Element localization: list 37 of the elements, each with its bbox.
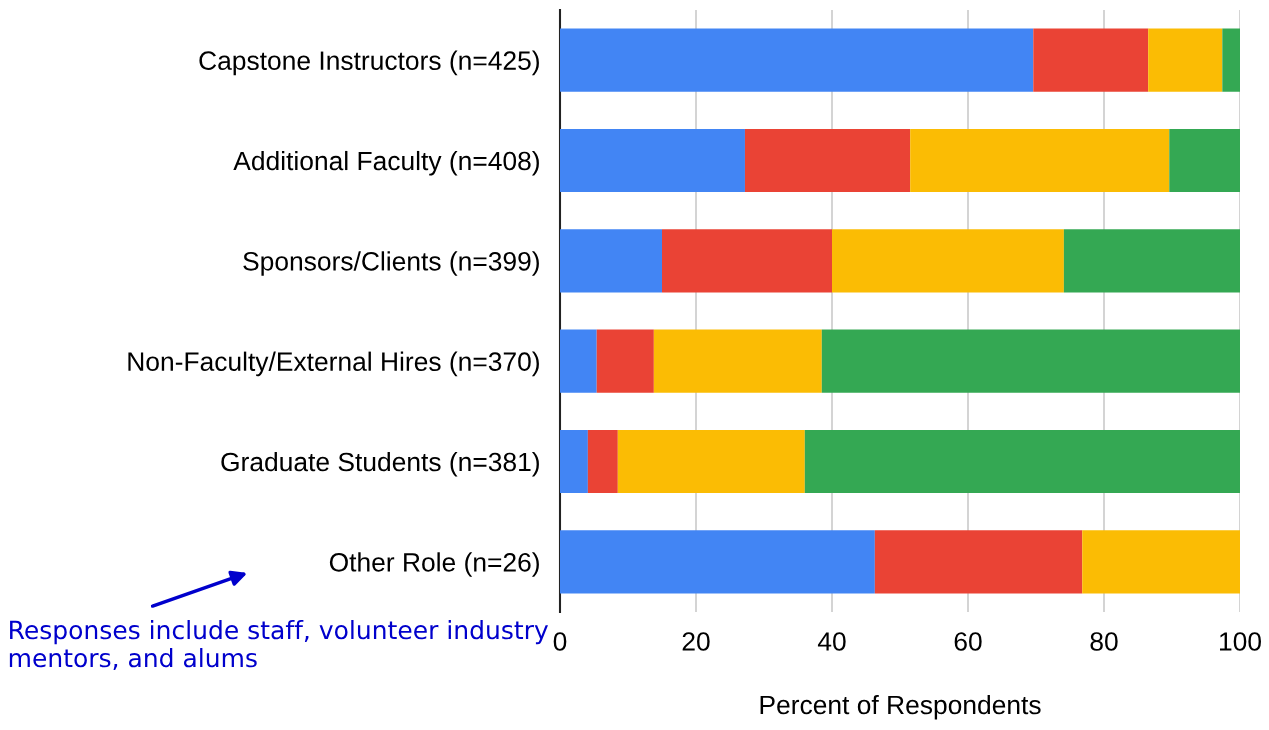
bar (910, 128, 1170, 193)
bar (1222, 28, 1240, 92)
bar (617, 429, 805, 494)
bar (560, 329, 597, 393)
bar (560, 28, 1034, 92)
x-tick-label: 20 (682, 632, 710, 651)
bar (874, 530, 1083, 594)
bar (587, 429, 618, 494)
bar (560, 128, 745, 193)
bar (804, 429, 1240, 494)
bar (596, 329, 654, 393)
bar (744, 128, 911, 193)
bar (662, 229, 832, 293)
bar (560, 229, 662, 293)
bar (653, 329, 822, 393)
x-tick-label: 100 (1220, 632, 1261, 651)
x-tick-label: 60 (954, 632, 982, 651)
bar (1169, 128, 1240, 193)
y-tick-label: Graduate Students (n=381) (221, 451, 539, 477)
x-tick-label: 0 (553, 632, 567, 651)
y-tick-label: Other Role (n=26) (329, 552, 539, 577)
x-tick-label: 40 (817, 632, 846, 651)
y-tick-label: Sponsors/Clients (n=399) (243, 251, 539, 276)
bar (832, 229, 1064, 293)
x-axis-title: Percent of Respondents (760, 694, 1041, 720)
bar (560, 530, 875, 594)
y-tick-label: Capstone Instructors (n=425) (199, 50, 539, 76)
bar (821, 329, 1240, 393)
text: Responses include staff, volunteer industry mentors, and alums (9, 620, 548, 670)
bar (1063, 229, 1240, 293)
x-tick-label: 80 (1090, 632, 1118, 651)
bar (1033, 28, 1149, 92)
bar (1148, 28, 1223, 92)
bar (560, 429, 588, 494)
bar (1082, 530, 1240, 594)
y-tick-label: Non-Faculty/External Hires (n=370) (128, 351, 539, 377)
y-tick-label: Additional Faculty (n=408) (233, 150, 539, 176)
